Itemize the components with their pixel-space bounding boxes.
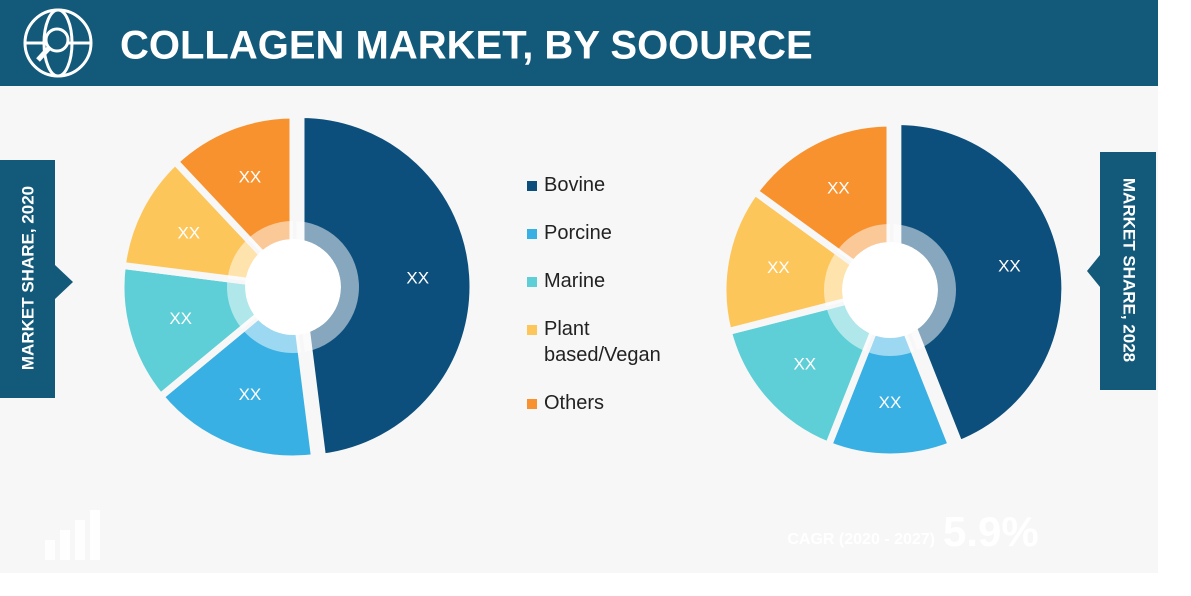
- legend: Bovine Porcine Marine Plant based/Vegan Othe…: [527, 172, 687, 438]
- legend-item: Bovine: [527, 172, 687, 198]
- slice-label: XX: [177, 223, 200, 242]
- side-label: MARKET SHARE, 2028: [1120, 178, 1139, 362]
- legend-label: Bovine: [544, 174, 606, 196]
- legend-swatch: [527, 181, 537, 191]
- inner-ring: [293, 221, 360, 353]
- inner-ring: [826, 301, 873, 352]
- header-icon: [23, 8, 93, 78]
- legend-label: Marine: [544, 270, 606, 292]
- legend-item: Marine: [527, 268, 687, 294]
- pie-slice: [297, 110, 477, 462]
- slice-label: XX: [239, 385, 262, 404]
- slice-label: XX: [998, 257, 1021, 276]
- slice-label: XX: [767, 258, 790, 277]
- slice-label: XX: [406, 269, 429, 288]
- legend-swatch: [527, 399, 537, 409]
- side-tag: [0, 160, 73, 398]
- legend-item: Porcine: [527, 220, 687, 246]
- inner-ring: [226, 278, 257, 330]
- side-tag: [1087, 152, 1156, 390]
- cagr-value: 5.9%: [943, 508, 1039, 555]
- slice-label: XX: [169, 309, 192, 328]
- slice-label: XX: [239, 168, 262, 187]
- inner-ring: [865, 334, 915, 356]
- legend-label: Plant based/Vegan: [544, 318, 661, 366]
- cagr-label: CAGR (2020 - 2027): [787, 531, 935, 548]
- legend-label: Others: [544, 392, 605, 414]
- header-band: [0, 0, 1158, 86]
- donut-hole: [842, 242, 938, 338]
- slice-label: XX: [793, 355, 816, 374]
- donut-hole: [245, 239, 341, 335]
- inner-ring: [242, 317, 302, 353]
- inner-ring: [227, 238, 261, 281]
- legend-item: Plant based/Vegan: [527, 316, 687, 368]
- pie-slice: [894, 117, 1069, 449]
- inner-ring: [836, 224, 890, 262]
- legend-swatch: [527, 229, 537, 239]
- inner-ring: [824, 251, 852, 307]
- legend-label: Porcine: [544, 222, 612, 244]
- inner-ring: [890, 224, 956, 352]
- growth-icon: [45, 510, 100, 560]
- slice-label: XX: [827, 178, 850, 197]
- legend-swatch: [527, 325, 537, 335]
- page-title: COLLAGEN MARKET, BY SOOURCE: [120, 24, 813, 68]
- legend-item: Others: [527, 390, 687, 416]
- slice-label: XX: [879, 393, 902, 412]
- side-label: MARKET SHARE, 2020: [18, 186, 37, 370]
- inner-ring: [247, 221, 293, 253]
- legend-swatch: [527, 277, 537, 287]
